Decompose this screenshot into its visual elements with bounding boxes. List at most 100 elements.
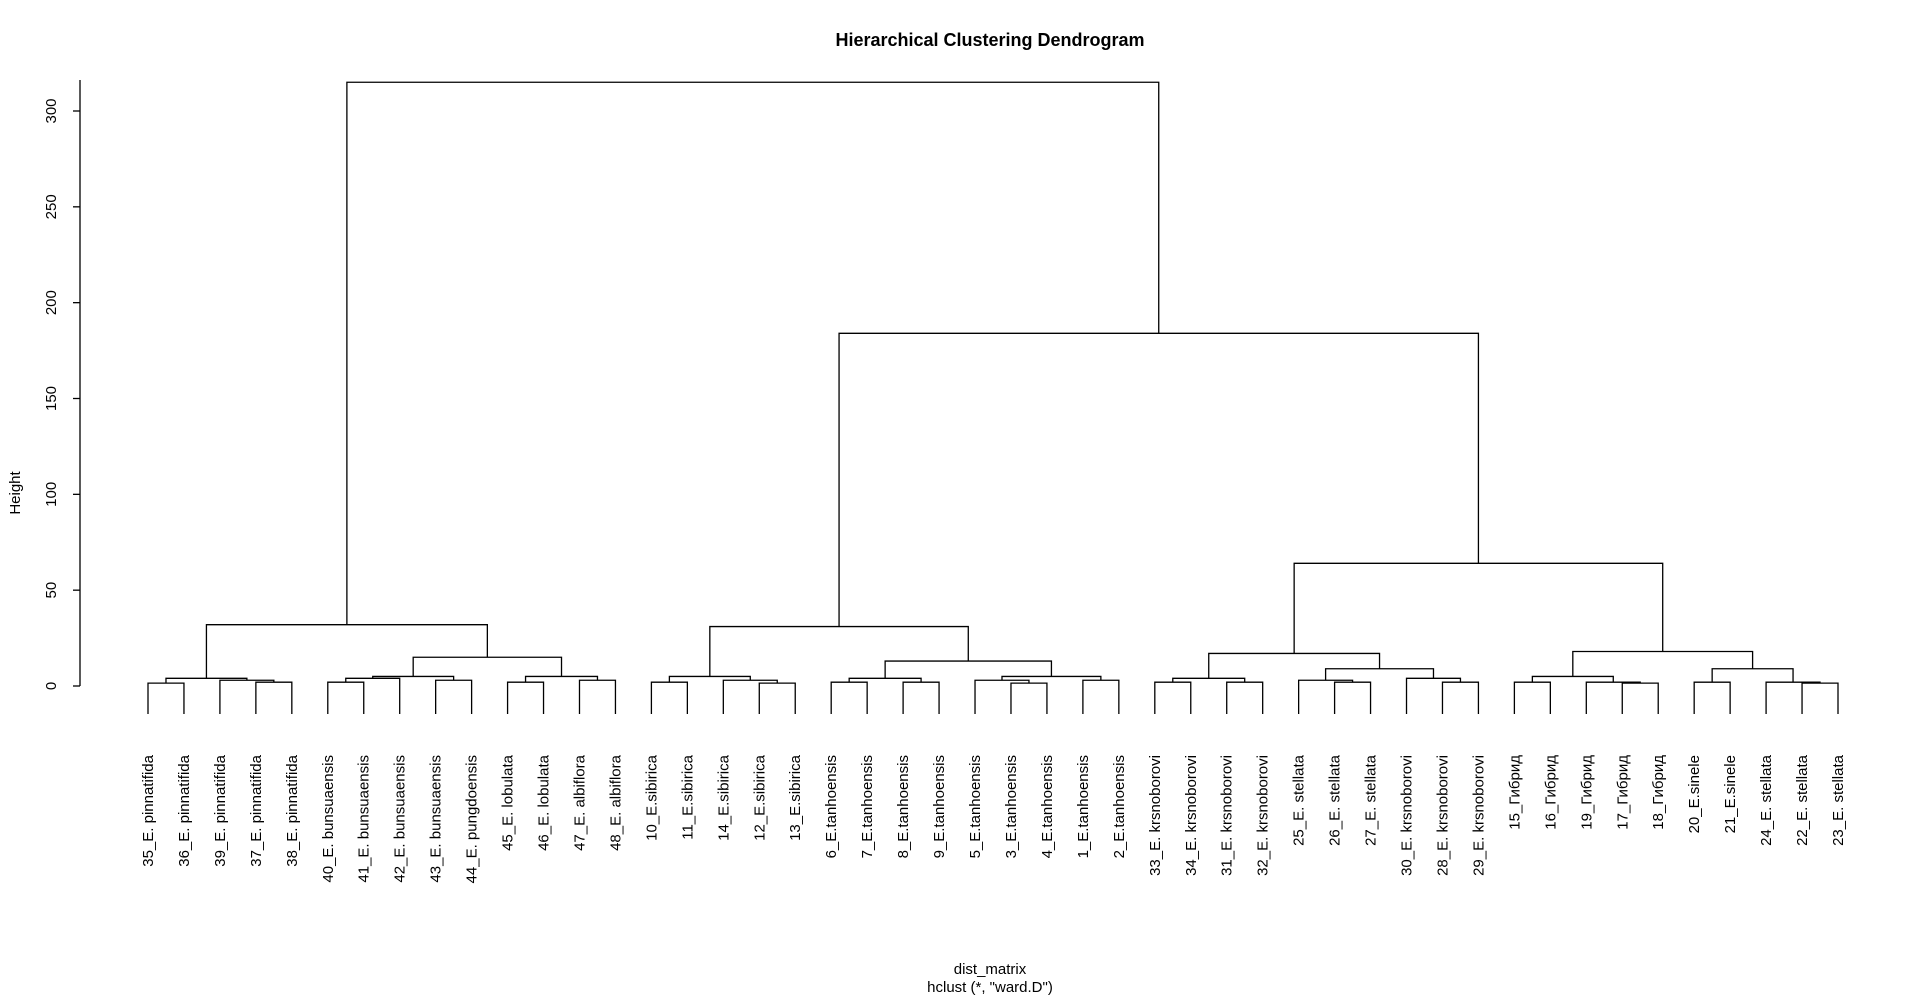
leaf-label: 13_E.sibirica <box>787 754 804 841</box>
merge-branch <box>1208 652 1381 679</box>
merge-branch <box>758 682 796 686</box>
dendrogram-branches <box>147 81 1839 714</box>
merge-branch <box>435 679 473 686</box>
merge-branch <box>327 681 365 686</box>
merge-branch <box>1711 668 1794 683</box>
merge-branch <box>524 675 599 683</box>
leaf-label: 9_E.tanhoensis <box>931 755 948 858</box>
leaf-label: 17_Гибрид <box>1614 755 1631 830</box>
merge-branch <box>1297 679 1354 686</box>
leaf-label: 26_E. stellata <box>1327 754 1344 846</box>
leaf-label: 19_Гибрид <box>1578 755 1595 830</box>
y-tick-label: 150 <box>43 386 60 411</box>
leaf-label: 36_E. pinnatifida <box>176 754 193 866</box>
y-tick-label: 0 <box>43 682 60 690</box>
merge-branch <box>1154 681 1192 686</box>
merge-branch <box>1585 681 1641 686</box>
leaf-label: 20_E.sinele <box>1686 755 1703 833</box>
merge-branch <box>1010 682 1048 686</box>
merge-branch <box>1082 679 1120 686</box>
merge-branch <box>372 675 455 681</box>
leaf-label: 10_E.sibirica <box>643 754 660 841</box>
leaf-label: 46_E. lobulata <box>536 754 553 851</box>
leaf-label: 35_E. pinnatifida <box>140 754 157 866</box>
leaf-label: 29_E. krsnoborovi <box>1470 755 1487 876</box>
leaf-label: 28_E. krsnoborovi <box>1434 755 1451 876</box>
merge-branch <box>1765 681 1821 686</box>
y-tick-label: 200 <box>43 290 60 315</box>
merge-branch <box>830 681 868 686</box>
leaf-label: 4_E.tanhoensis <box>1039 755 1056 858</box>
y-tick-label: 250 <box>43 194 60 219</box>
merge-branch <box>205 624 488 679</box>
leaf-label: 15_Гибрид <box>1506 755 1523 830</box>
leaf-label: 18_Гибрид <box>1650 755 1667 830</box>
chart-subtitle: hclust (*, "ward.D") <box>927 979 1053 996</box>
leaf-label: 8_E.tanhoensis <box>895 755 912 858</box>
chart-title: Hierarchical Clustering Dendrogram <box>835 30 1144 50</box>
merge-branch <box>1801 682 1839 686</box>
y-tick-label: 300 <box>43 98 60 123</box>
leaf-label: 48_E. albiflora <box>607 754 624 851</box>
leaf-label: 16_Гибрид <box>1542 755 1559 830</box>
leaf-label: 42_E. bunsuaensis <box>392 755 409 883</box>
leaf-label: 25_E. stellata <box>1291 754 1308 846</box>
leaf-label: 47_E. albiflora <box>571 754 588 851</box>
merge-branch <box>346 81 1160 625</box>
leaf-label: 30_E. krsnoborovi <box>1399 755 1416 876</box>
leaf-label: 1_E.tanhoensis <box>1075 755 1092 858</box>
y-tick-label: 50 <box>43 582 60 599</box>
leaf-label: 11_E.sibirica <box>679 754 696 839</box>
leaf-label: 21_E.sinele <box>1722 755 1739 833</box>
merge-branch <box>1333 681 1372 686</box>
x-axis-label: dist_matrix <box>954 961 1027 978</box>
merge-branch <box>1693 681 1731 686</box>
leaf-label: 43_E. bunsuaensis <box>428 755 445 883</box>
leaf-label: 12_E.sibirica <box>751 754 768 841</box>
merge-branch <box>902 681 940 686</box>
leaf-label: 44_E. pungdoensis <box>464 755 481 883</box>
merge-branch <box>219 679 275 686</box>
merge-branch <box>506 681 545 686</box>
leaf-label: 31_E. krsnoborovi <box>1219 755 1236 876</box>
merge-branch <box>668 675 751 683</box>
leaf-label: 7_E.tanhoensis <box>859 755 876 858</box>
merge-branch <box>1531 675 1614 683</box>
leaf-label: 38_E. pinnatifida <box>284 754 301 866</box>
leaf-label: 39_E. pinnatifida <box>212 754 229 866</box>
merge-branch <box>1441 681 1480 686</box>
merge-branch <box>1621 682 1659 686</box>
leaf-label: 22_E. stellata <box>1794 754 1811 846</box>
merge-branch <box>709 625 969 677</box>
merge-branch <box>650 681 689 686</box>
leaf-label: 32_E. krsnoborovi <box>1255 755 1272 876</box>
merge-branch <box>1226 681 1264 686</box>
leaf-label: 14_E.sibirica <box>715 754 732 841</box>
merge-branch <box>1513 681 1551 686</box>
merge-branch <box>1001 675 1102 681</box>
merge-branch <box>412 656 563 677</box>
merge-branch <box>1293 562 1664 654</box>
leaf-label: 3_E.tanhoensis <box>1003 755 1020 858</box>
leaf-label: 2_E.tanhoensis <box>1111 755 1128 858</box>
leaf-label: 37_E. pinnatifida <box>248 754 265 866</box>
leaf-labels: 35_E. pinnatifida 36_E. pinnatifida 39_E. … <box>140 754 1847 883</box>
y-axis-label: Height <box>7 470 24 514</box>
leaf-label: 40_E. bunsuaensis <box>320 755 337 883</box>
leaf-label: 5_E.tanhoensis <box>967 755 984 858</box>
leaf-label: 27_E. stellata <box>1363 754 1380 846</box>
merge-branch <box>1572 650 1754 677</box>
merge-branch <box>255 681 293 686</box>
y-axis: 0 50 100 150 200 250 300 <box>43 80 81 690</box>
leaf-label: 33_E. krsnoborovi <box>1147 755 1164 876</box>
merge-branch <box>838 332 1480 627</box>
leaf-label: 23_E. stellata <box>1830 754 1847 846</box>
y-tick-label: 100 <box>43 482 60 507</box>
leaf-label: 45_E. lobulata <box>500 754 517 851</box>
merge-branch <box>884 660 1053 679</box>
leaf-label: 24_E. stellata <box>1758 754 1775 846</box>
merge-branch <box>147 682 185 686</box>
leaf-label: 41_E. bunsuaensis <box>356 755 373 883</box>
leaf-label: 6_E.tanhoensis <box>823 755 840 858</box>
